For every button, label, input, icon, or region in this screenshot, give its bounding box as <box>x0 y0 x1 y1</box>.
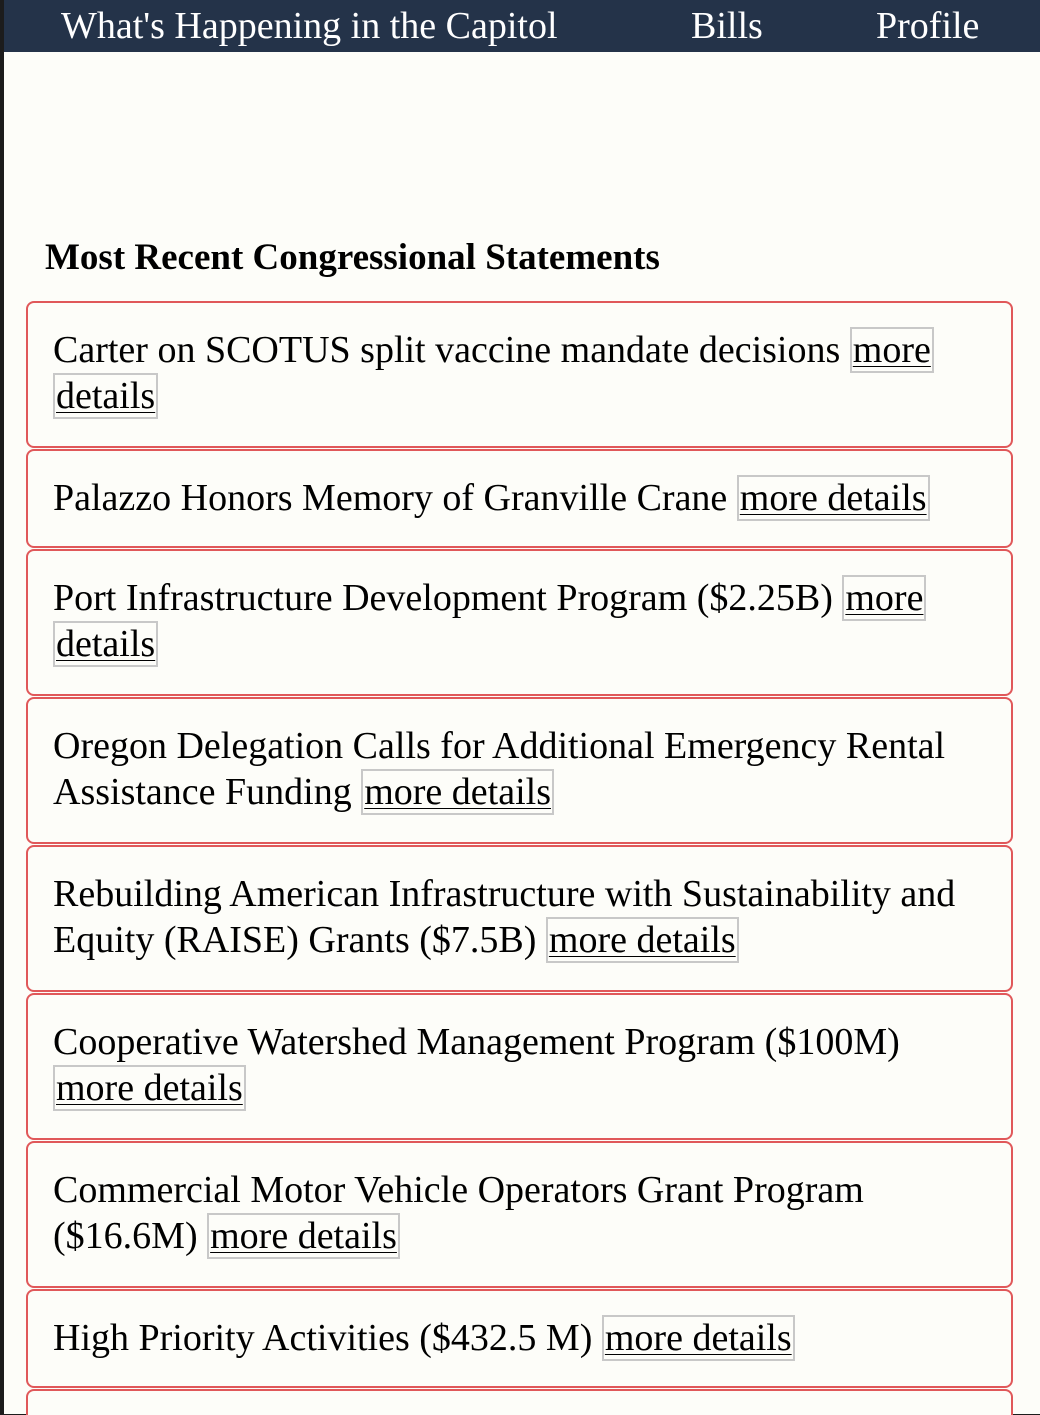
statement-card: Cooperative Watershed Management Program… <box>26 993 1013 1140</box>
section-title: Most Recent Congressional Statements <box>45 237 660 278</box>
nav-link-capitol[interactable]: What's Happening in the Capitol <box>61 5 558 47</box>
statement-card: Oregon Delegation Calls for Additional E… <box>26 697 1013 844</box>
statement-card <box>26 1389 1013 1415</box>
main-content: Most Recent Congressional Statements Car… <box>4 52 1040 1415</box>
statement-card: Port Infrastructure Development Program … <box>26 549 1013 696</box>
more-details-link[interactable]: more details <box>361 769 554 815</box>
statement-title: Cooperative Watershed Management Program… <box>53 1021 900 1063</box>
more-details-link[interactable]: more details <box>545 917 739 963</box>
more-details-link[interactable]: more details <box>601 1315 795 1361</box>
top-nav: What's Happening in the Capitol Bills Pr… <box>4 0 1040 52</box>
more-details-link[interactable]: more details <box>53 1065 246 1111</box>
nav-link-bills[interactable]: Bills <box>691 5 763 47</box>
statement-title: Commercial Motor Vehicle Operators Grant… <box>53 1169 864 1257</box>
statement-title: Rebuilding American Infrastructure with … <box>53 873 956 961</box>
nav-link-profile[interactable]: Profile <box>876 5 980 47</box>
statement-card: High Priority Activities ($432.5 M) more… <box>26 1289 1013 1388</box>
statement-card: Rebuilding American Infrastructure with … <box>26 845 1013 992</box>
more-details-link[interactable]: more details <box>207 1213 400 1259</box>
statement-card: Palazzo Honors Memory of Granville Crane… <box>26 449 1013 548</box>
more-details-link[interactable]: more details <box>736 475 930 521</box>
more-details-link[interactable]: more details <box>53 327 934 419</box>
statement-title: Port Infrastructure Development Program … <box>53 577 833 619</box>
statement-card: Commercial Motor Vehicle Operators Grant… <box>26 1141 1013 1288</box>
statement-title: High Priority Activities ($432.5 M) <box>53 1317 593 1359</box>
statement-card: Carter on SCOTUS split vaccine mandate d… <box>26 301 1013 448</box>
statement-title: Palazzo Honors Memory of Granville Crane <box>53 477 728 519</box>
statement-title: Carter on SCOTUS split vaccine mandate d… <box>53 329 841 371</box>
more-details-link[interactable]: more details <box>53 575 927 667</box>
statement-title: Oregon Delegation Calls for Additional E… <box>53 725 946 813</box>
